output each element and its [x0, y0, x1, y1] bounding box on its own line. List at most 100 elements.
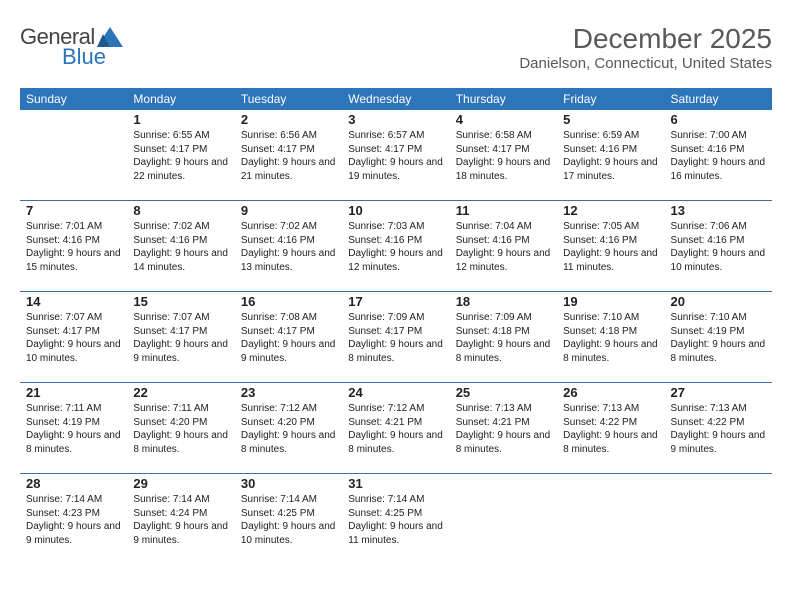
day-number: 14 — [26, 294, 121, 309]
calendar-day-cell: 29 Sunrise: 7:14 AMSunset: 4:24 PMDayligh… — [127, 474, 234, 565]
calendar-day-cell: 17 Sunrise: 7:09 AMSunset: 4:17 PMDayligh… — [342, 292, 449, 383]
day-number: 17 — [348, 294, 443, 309]
day-number: 20 — [671, 294, 766, 309]
day-details: Sunrise: 7:00 AMSunset: 4:16 PMDaylight:… — [671, 129, 766, 183]
calendar-day-cell: 25 Sunrise: 7:13 AMSunset: 4:21 PMDayligh… — [450, 383, 557, 474]
calendar-day-cell: 19 Sunrise: 7:10 AMSunset: 4:18 PMDayligh… — [557, 292, 664, 383]
day-details: Sunrise: 7:11 AMSunset: 4:20 PMDaylight:… — [133, 402, 228, 456]
calendar-day-cell: 1 Sunrise: 6:55 AMSunset: 4:17 PMDaylight… — [127, 110, 234, 201]
calendar-day-cell: 4Sunrise: 6:58 AMSunset: 4:17 PMDaylight… — [450, 110, 557, 201]
calendar-day-cell: 10Sunrise: 7:03 AMSunset: 4:16 PMDayligh… — [342, 201, 449, 292]
day-header: Sunday — [20, 88, 127, 110]
calendar-day-cell: 27 Sunrise: 7:13 AMSunset: 4:22 PMDayligh… — [665, 383, 772, 474]
calendar-empty-cell — [450, 474, 557, 565]
day-details: Sunrise: 7:03 AMSunset: 4:16 PMDaylight:… — [348, 220, 443, 274]
day-details: Sunrise: 7:09 AMSunset: 4:18 PMDaylight:… — [456, 311, 551, 365]
day-details: Sunrise: 7:02 AMSunset: 4:16 PMDaylight:… — [241, 220, 336, 274]
day-details: Sunrise: 7:06 AMSunset: 4:16 PMDaylight:… — [671, 220, 766, 274]
calendar-table: SundayMondayTuesdayWednesdayThursdayFrid… — [20, 88, 772, 564]
day-number: 1 — [133, 112, 228, 127]
calendar-day-cell: 3Sunrise: 6:57 AMSunset: 4:17 PMDaylight… — [342, 110, 449, 201]
day-number: 29 — [133, 476, 228, 491]
calendar-day-cell: 18 Sunrise: 7:09 AMSunset: 4:18 PMDayligh… — [450, 292, 557, 383]
calendar-day-cell: 20 Sunrise: 7:10 AMSunset: 4:19 PMDayligh… — [665, 292, 772, 383]
day-details: Sunrise: 7:13 AMSunset: 4:22 PMDaylight:… — [671, 402, 766, 456]
day-details: Sunrise: 6:56 AMSunset: 4:17 PMDaylight:… — [241, 129, 336, 183]
calendar-empty-cell — [557, 474, 664, 565]
day-header: Saturday — [665, 88, 772, 110]
day-details: Sunrise: 7:04 AMSunset: 4:16 PMDaylight:… — [456, 220, 551, 274]
calendar-day-cell: 14 Sunrise: 7:07 AMSunset: 4:17 PMDayligh… — [20, 292, 127, 383]
day-details: Sunrise: 7:08 AMSunset: 4:17 PMDaylight:… — [241, 311, 336, 365]
day-number: 9 — [241, 203, 336, 218]
day-number: 8 — [133, 203, 228, 218]
day-details: Sunrise: 6:55 AMSunset: 4:17 PMDaylight:… — [133, 129, 228, 183]
calendar-day-cell: 22 Sunrise: 7:11 AMSunset: 4:20 PMDayligh… — [127, 383, 234, 474]
header: General December 2025 Danielson, Connect… — [20, 24, 772, 82]
calendar-header-row: SundayMondayTuesdayWednesdayThursdayFrid… — [20, 88, 772, 110]
day-details: Sunrise: 7:14 AMSunset: 4:23 PMDaylight:… — [26, 493, 121, 547]
day-header: Friday — [557, 88, 664, 110]
calendar-day-cell: 21 Sunrise: 7:11 AMSunset: 4:19 PMDayligh… — [20, 383, 127, 474]
day-number: 12 — [563, 203, 658, 218]
calendar-day-cell: 6 Sunrise: 7:00 AMSunset: 4:16 PMDaylight… — [665, 110, 772, 201]
calendar-week-row: 21 Sunrise: 7:11 AMSunset: 4:19 PMDayligh… — [20, 383, 772, 474]
day-details: Sunrise: 6:59 AMSunset: 4:16 PMDaylight:… — [563, 129, 658, 183]
day-number: 31 — [348, 476, 443, 491]
calendar-day-cell: 30Sunrise: 7:14 AMSunset: 4:25 PMDayligh… — [235, 474, 342, 565]
calendar-day-cell: 2 Sunrise: 6:56 AMSunset: 4:17 PMDaylight… — [235, 110, 342, 201]
calendar-day-cell: 26 Sunrise: 7:13 AMSunset: 4:22 PMDayligh… — [557, 383, 664, 474]
day-details: Sunrise: 7:12 AMSunset: 4:21 PMDaylight:… — [348, 402, 443, 456]
day-details: Sunrise: 6:57 AMSunset: 4:17 PMDaylight:… — [348, 129, 443, 183]
day-header: Tuesday — [235, 88, 342, 110]
calendar-body: 1 Sunrise: 6:55 AMSunset: 4:17 PMDaylight… — [20, 110, 772, 564]
calendar-week-row: 1 Sunrise: 6:55 AMSunset: 4:17 PMDaylight… — [20, 110, 772, 201]
calendar-day-cell: 16 Sunrise: 7:08 AMSunset: 4:17 PMDayligh… — [235, 292, 342, 383]
calendar-day-cell: 9 Sunrise: 7:02 AMSunset: 4:16 PMDaylight… — [235, 201, 342, 292]
day-details: Sunrise: 7:11 AMSunset: 4:19 PMDaylight:… — [26, 402, 121, 456]
day-details: Sunrise: 7:01 AMSunset: 4:16 PMDaylight:… — [26, 220, 121, 274]
day-number: 16 — [241, 294, 336, 309]
day-number: 13 — [671, 203, 766, 218]
day-number: 23 — [241, 385, 336, 400]
day-number: 21 — [26, 385, 121, 400]
day-header: Monday — [127, 88, 234, 110]
calendar-day-cell: 24Sunrise: 7:12 AMSunset: 4:21 PMDayligh… — [342, 383, 449, 474]
calendar-week-row: 14 Sunrise: 7:07 AMSunset: 4:17 PMDayligh… — [20, 292, 772, 383]
page-title: December 2025 — [519, 24, 772, 53]
calendar-empty-cell — [665, 474, 772, 565]
day-details: Sunrise: 7:10 AMSunset: 4:18 PMDaylight:… — [563, 311, 658, 365]
calendar-day-cell: 13 Sunrise: 7:06 AMSunset: 4:16 PMDayligh… — [665, 201, 772, 292]
day-number: 6 — [671, 112, 766, 127]
day-details: Sunrise: 7:09 AMSunset: 4:17 PMDaylight:… — [348, 311, 443, 365]
day-number: 27 — [671, 385, 766, 400]
calendar-day-cell: 5 Sunrise: 6:59 AMSunset: 4:16 PMDaylight… — [557, 110, 664, 201]
day-number: 5 — [563, 112, 658, 127]
day-details: Sunrise: 7:14 AMSunset: 4:24 PMDaylight:… — [133, 493, 228, 547]
calendar-day-cell: 31 Sunrise: 7:14 AMSunset: 4:25 PMDayligh… — [342, 474, 449, 565]
day-number: 26 — [563, 385, 658, 400]
day-details: Sunrise: 7:07 AMSunset: 4:17 PMDaylight:… — [133, 311, 228, 365]
day-number: 22 — [133, 385, 228, 400]
day-details: Sunrise: 7:10 AMSunset: 4:19 PMDaylight:… — [671, 311, 766, 365]
day-number: 7 — [26, 203, 121, 218]
day-number: 18 — [456, 294, 551, 309]
calendar-day-cell: 28Sunrise: 7:14 AMSunset: 4:23 PMDayligh… — [20, 474, 127, 565]
day-details: Sunrise: 7:13 AMSunset: 4:21 PMDaylight:… — [456, 402, 551, 456]
day-number: 19 — [563, 294, 658, 309]
day-details: Sunrise: 7:14 AMSunset: 4:25 PMDaylight:… — [348, 493, 443, 547]
calendar-day-cell: 7 Sunrise: 7:01 AMSunset: 4:16 PMDaylight… — [20, 201, 127, 292]
day-details: Sunrise: 7:07 AMSunset: 4:17 PMDaylight:… — [26, 311, 121, 365]
calendar-week-row: 7 Sunrise: 7:01 AMSunset: 4:16 PMDaylight… — [20, 201, 772, 292]
logo-text-blue: Blue — [62, 44, 106, 70]
day-number: 2 — [241, 112, 336, 127]
location-label: Danielson, Connecticut, United States — [519, 55, 772, 72]
day-number: 30 — [241, 476, 336, 491]
day-number: 25 — [456, 385, 551, 400]
calendar-page: { "logo":{"text_general":"General","text… — [0, 0, 792, 612]
day-number: 4 — [456, 112, 551, 127]
day-header: Wednesday — [342, 88, 449, 110]
calendar-day-cell: 11Sunrise: 7:04 AMSunset: 4:16 PMDayligh… — [450, 201, 557, 292]
calendar-empty-cell — [20, 110, 127, 201]
day-details: Sunrise: 7:13 AMSunset: 4:22 PMDaylight:… — [563, 402, 658, 456]
